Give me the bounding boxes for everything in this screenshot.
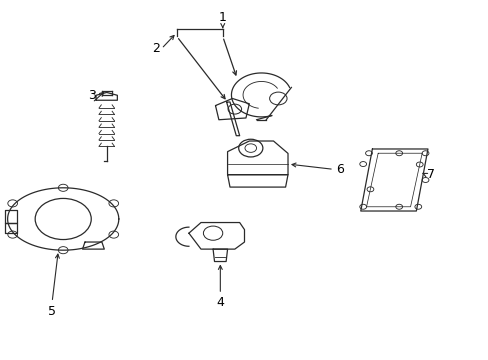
Text: 3: 3 [88,89,96,102]
Text: 5: 5 [48,305,56,318]
Text: 7: 7 [427,168,434,181]
Text: 1: 1 [218,11,226,24]
Text: 4: 4 [216,296,224,309]
Text: 6: 6 [336,163,344,176]
Text: 2: 2 [152,42,160,55]
